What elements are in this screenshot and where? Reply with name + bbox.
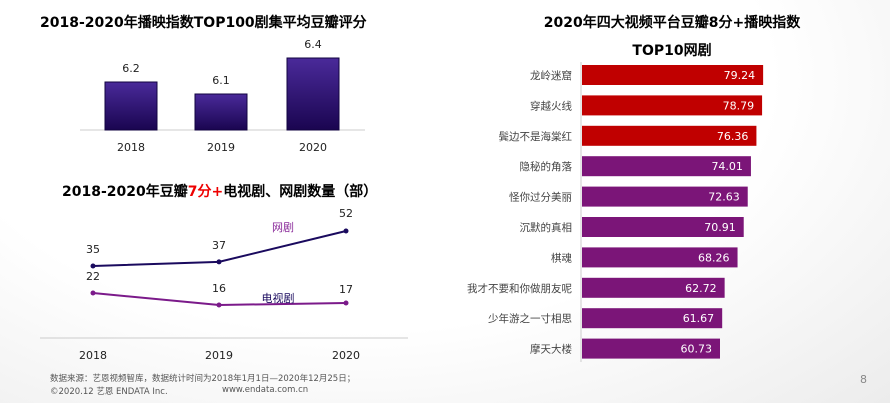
data-point — [343, 228, 349, 234]
series-label: 电视剧 — [262, 291, 295, 305]
data-label: 22 — [86, 270, 100, 283]
bar-chart-title: 2018-2020年播映指数TOP100剧集平均豆瓣评分 — [40, 15, 367, 31]
data-label: 70.91 — [704, 221, 736, 234]
x-tick-label: 2020 — [299, 141, 327, 154]
data-label: 6.4 — [304, 38, 322, 51]
category-label: 龙岭迷窟 — [530, 69, 572, 82]
series-label: 网剧 — [272, 221, 294, 234]
bar — [582, 125, 757, 146]
bar — [582, 308, 723, 329]
category-label: 隐秘的角落 — [520, 160, 573, 173]
data-label: 60.73 — [681, 343, 713, 356]
bar — [286, 57, 340, 131]
page-number: 8 — [860, 373, 867, 386]
category-label: 棋魂 — [551, 251, 572, 264]
data-label: 6.2 — [122, 62, 140, 75]
category-label: 怪你过分美丽 — [509, 191, 572, 204]
data-label: 78.79 — [723, 99, 755, 112]
data-label: 76.36 — [717, 130, 749, 143]
data-point — [216, 259, 222, 265]
title-part: 2018-2020年豆瓣 — [62, 184, 188, 200]
data-point — [216, 302, 222, 308]
x-tick-label: 2018 — [79, 349, 107, 362]
category-label: 沉默的真相 — [520, 221, 573, 234]
data-label: 16 — [212, 282, 226, 295]
title-part: 电视剧、网剧数量（部） — [223, 184, 378, 200]
data-label: 35 — [86, 243, 100, 256]
category-label: 少年游之一寸相思 — [488, 312, 572, 325]
data-label: 61.67 — [683, 312, 715, 325]
bar — [582, 95, 763, 116]
footer-source: 数据来源：艺恩视频智库，数据统计时间为2018年1月1日—2020年12月25日… — [50, 374, 356, 384]
category-label: 我才不要和你做朋友呢 — [467, 282, 572, 295]
footer-url: www.endata.com.cn — [222, 385, 309, 395]
bar — [194, 93, 248, 131]
line-chart-title: 2018-2020年豆瓣7分+电视剧、网剧数量（部） — [62, 181, 377, 201]
title-highlight: 7分+ — [187, 184, 224, 200]
data-label: 17 — [339, 283, 353, 296]
bar — [582, 156, 751, 177]
data-point — [343, 300, 349, 306]
category-label: 鬓边不是海棠红 — [499, 130, 573, 143]
bar — [582, 338, 720, 359]
data-label: 79.24 — [724, 69, 756, 82]
bar — [582, 217, 744, 237]
data-label: 37 — [212, 239, 226, 252]
data-point — [90, 263, 96, 269]
bar — [104, 81, 158, 131]
data-label: 52 — [339, 207, 353, 220]
x-tick-label: 2019 — [205, 349, 233, 362]
data-point — [90, 290, 96, 296]
bar — [582, 247, 738, 268]
data-label: 72.63 — [708, 191, 740, 204]
category-label: 摩天大楼 — [530, 343, 572, 356]
x-tick-label: 2018 — [117, 141, 145, 154]
x-tick-label: 2019 — [207, 141, 235, 154]
x-tick-label: 2020 — [332, 349, 360, 362]
data-label: 62.72 — [685, 282, 717, 295]
bar — [582, 277, 725, 298]
data-label: 6.1 — [212, 74, 230, 87]
category-label: 穿越火线 — [530, 99, 572, 112]
footer-copyright: ©2020.12 艺恩 ENDATA Inc. — [50, 387, 168, 397]
bar — [582, 65, 764, 85]
hbar-chart-title-line1: 2020年四大视频平台豆瓣8分+播映指数 — [543, 15, 801, 31]
data-label: 74.01 — [711, 160, 743, 173]
data-label: 68.26 — [698, 251, 730, 264]
hbar-chart-title-line2: TOP10网剧 — [632, 43, 712, 59]
bar — [582, 186, 748, 207]
